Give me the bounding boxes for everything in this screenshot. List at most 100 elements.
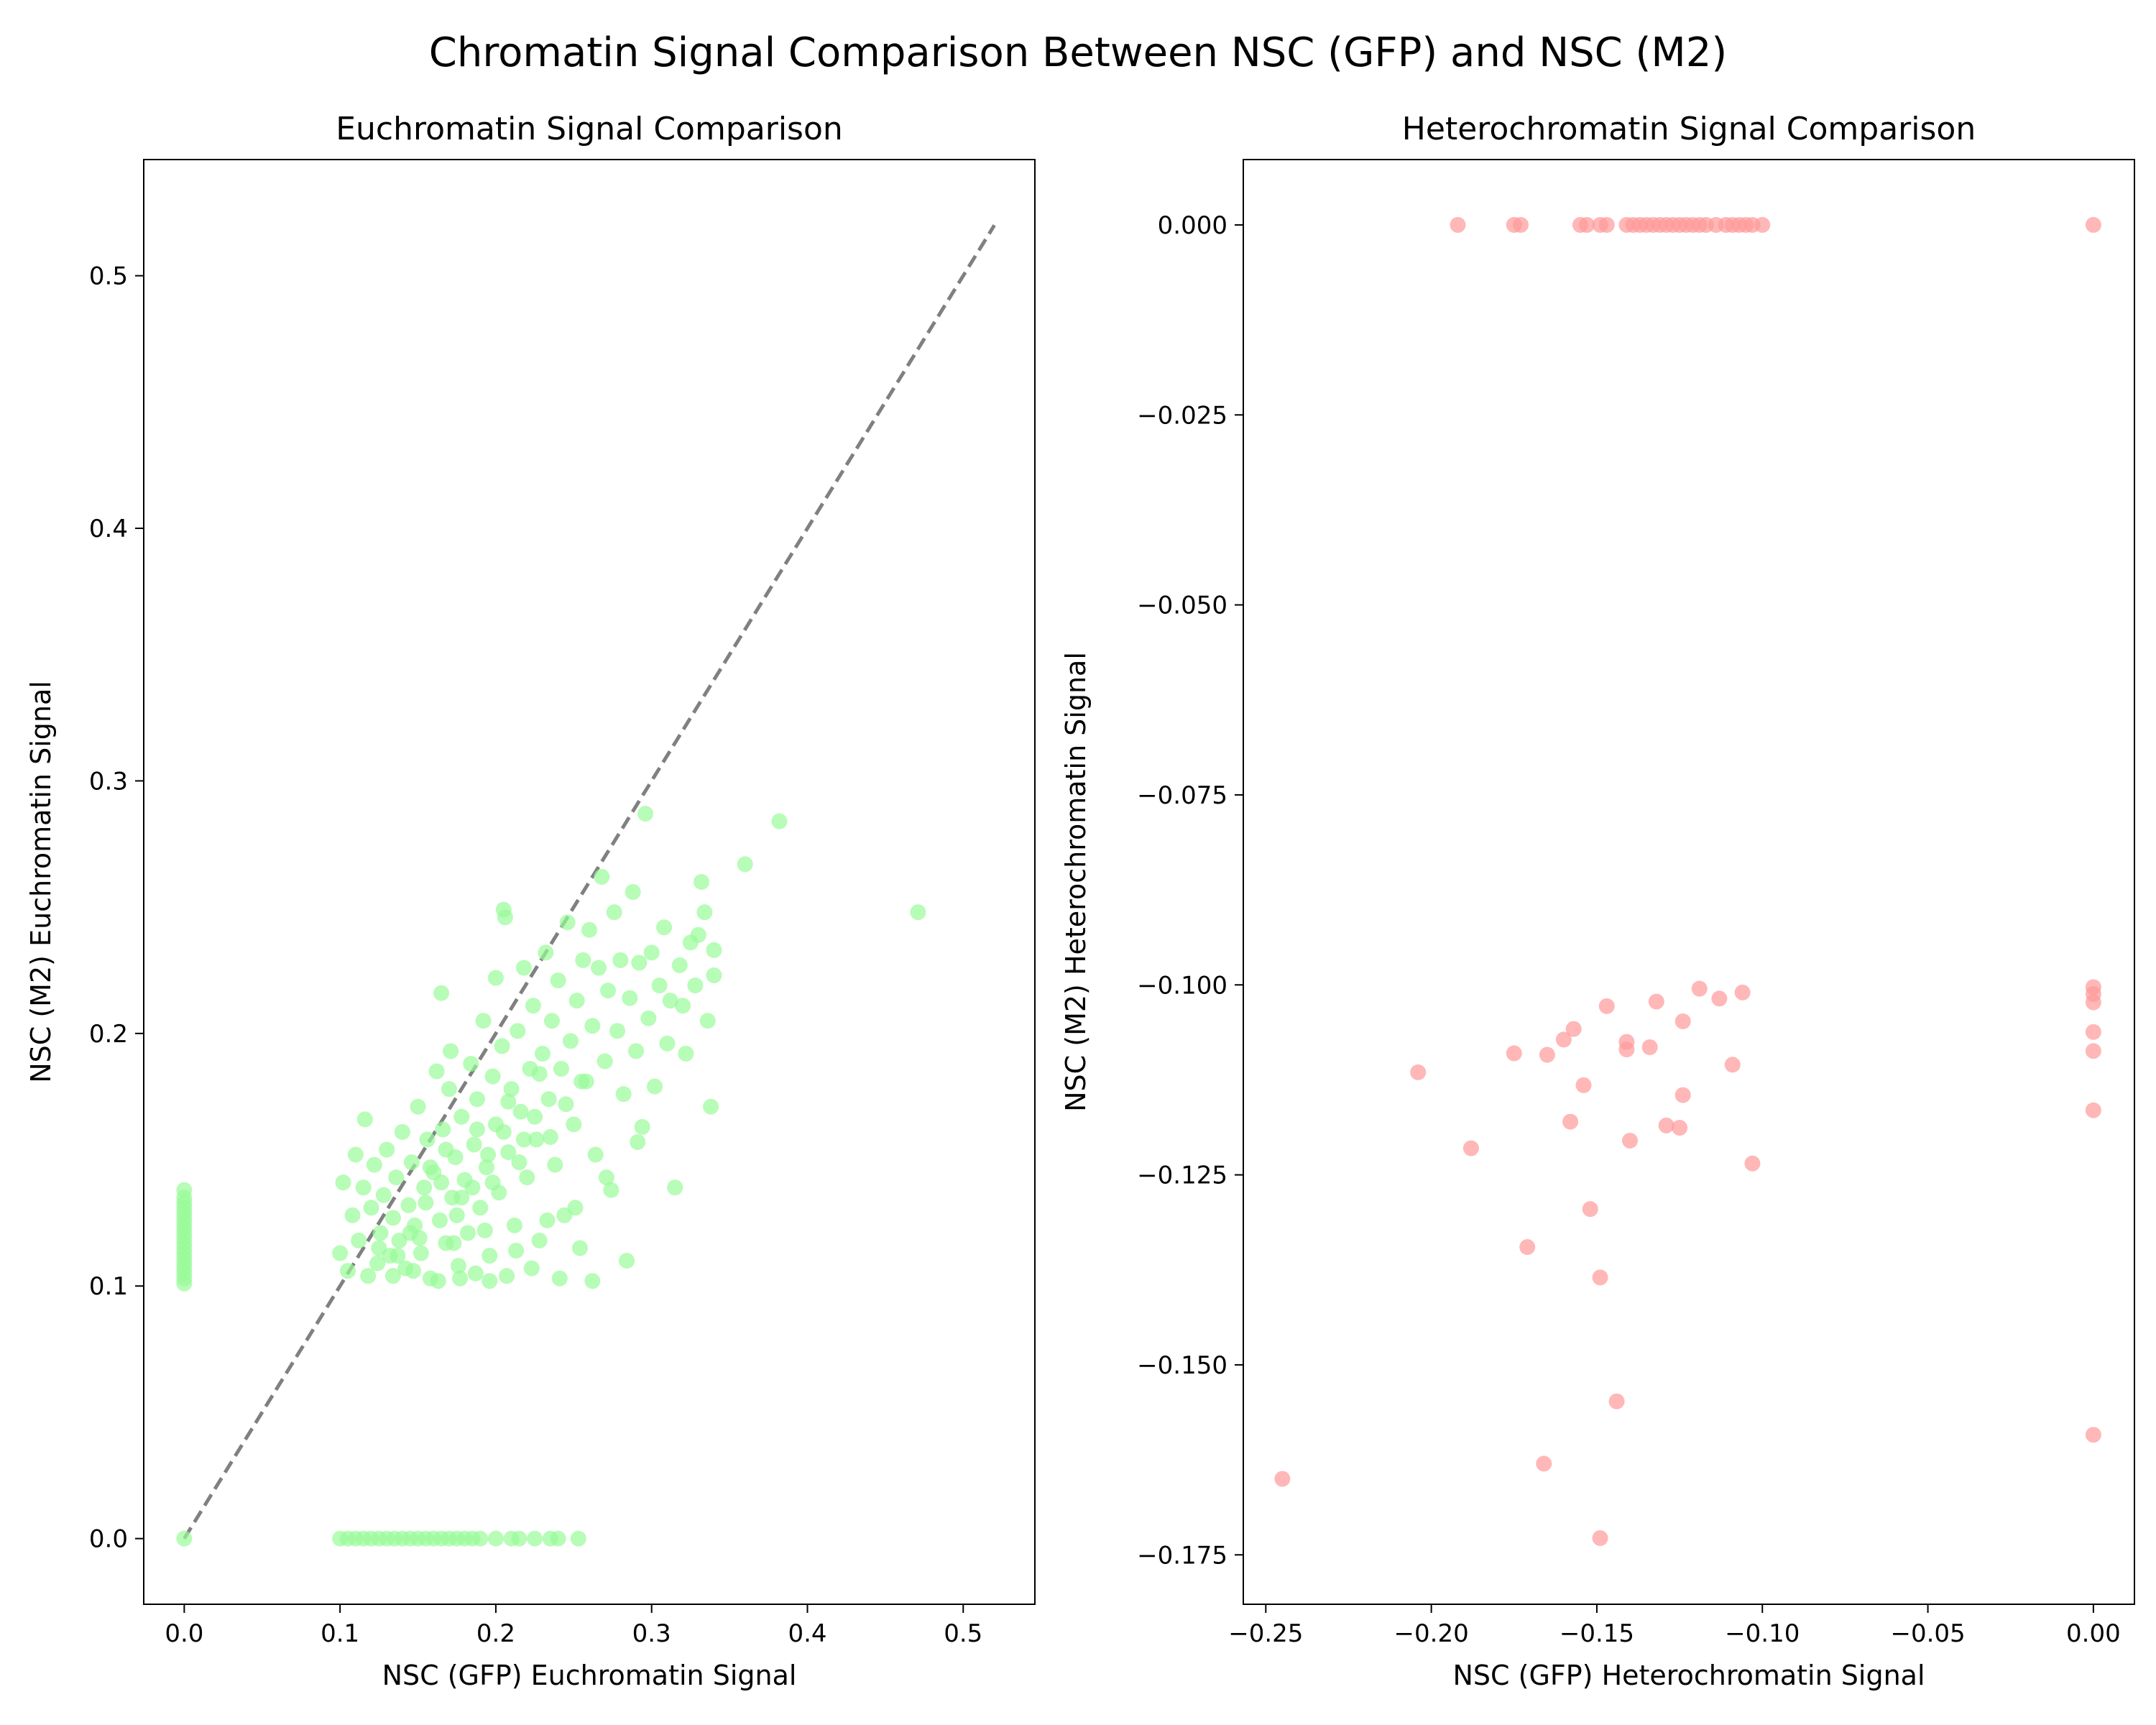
euchromatin-data-point xyxy=(550,972,566,989)
euchromatin-data-point xyxy=(431,1212,448,1228)
heterochromatin-data-point xyxy=(1754,216,1771,233)
euchromatin-data-point xyxy=(351,1232,367,1248)
euchromatin-data-point xyxy=(332,1245,349,1261)
euchromatin-y-axis-label: NSC (M2) Euchromatin Signal xyxy=(25,681,57,1083)
euchromatin-data-point xyxy=(422,1159,438,1176)
euchromatin-data-point xyxy=(600,983,617,999)
euchromatin-data-point xyxy=(459,1225,476,1241)
heterochromatin-x-tick-label: −0.05 xyxy=(1890,1619,1965,1648)
euchromatin-data-point xyxy=(551,1270,568,1287)
heterochromatin-data-point xyxy=(1539,1046,1555,1063)
heterochromatin-data-point xyxy=(1608,1393,1625,1409)
heterochromatin-data-point xyxy=(1592,1269,1608,1286)
euchromatin-data-point xyxy=(696,904,713,921)
euchromatin-data-point xyxy=(394,1123,410,1140)
heterochromatin-data-point xyxy=(1734,984,1751,1000)
euchromatin-data-point xyxy=(403,1154,420,1171)
figure-suptitle: Chromatin Signal Comparison Between NSC … xyxy=(429,29,1727,76)
euchromatin-data-point xyxy=(511,1530,528,1547)
euchromatin-data-point xyxy=(706,967,722,984)
euchromatin-data-point xyxy=(472,1530,489,1547)
heterochromatin-data-point xyxy=(2085,1102,2101,1118)
euchromatin-data-point xyxy=(571,1240,588,1256)
euchromatin-data-point xyxy=(355,1179,372,1196)
euchromatin-data-point xyxy=(910,904,926,921)
euchromatin-data-point xyxy=(656,919,673,936)
euchromatin-data-point xyxy=(630,1133,646,1150)
heterochromatin-y-tick-label: −0.175 xyxy=(1137,1541,1227,1570)
euchromatin-reference-line xyxy=(183,224,996,1540)
euchromatin-data-point xyxy=(467,1265,484,1282)
euchromatin-data-point xyxy=(464,1179,481,1196)
euchromatin-data-point xyxy=(603,1182,619,1198)
euchromatin-data-point xyxy=(482,1248,498,1264)
euchromatin-data-point xyxy=(499,1268,515,1284)
euchromatin-data-point xyxy=(484,1068,501,1085)
euchromatin-data-point xyxy=(671,957,688,973)
euchromatin-data-point xyxy=(390,1248,406,1264)
euchromatin-data-point xyxy=(566,1116,582,1133)
euchromatin-data-point xyxy=(687,978,704,994)
euchromatin-data-point xyxy=(619,1253,635,1269)
heterochromatin-data-point xyxy=(1674,1087,1691,1103)
heterochromatin-data-point xyxy=(1536,1455,1552,1472)
euchromatin-data-point xyxy=(335,1174,351,1191)
euchromatin-data-point xyxy=(609,1023,626,1039)
euchromatin-data-point xyxy=(366,1156,382,1173)
euchromatin-data-point xyxy=(512,1103,529,1120)
euchromatin-points xyxy=(176,806,926,1547)
euchromatin-y-tick-label: 0.4 xyxy=(89,515,128,543)
euchromatin-data-point xyxy=(487,970,504,986)
heterochromatin-data-point xyxy=(2085,994,2101,1011)
euchromatin-data-point xyxy=(575,952,591,968)
euchromatin-data-point xyxy=(500,1144,517,1160)
euchromatin-data-point xyxy=(510,1023,526,1039)
euchromatin-data-point xyxy=(511,1154,528,1171)
euchromatin-panel: 0.0 0.1 0.2 0.3 0.4 0.5 0.0 0.1 0.2 0.3 0.4 0.5 Euch… xyxy=(25,111,1036,1691)
heterochromatin-data-point xyxy=(1565,1021,1582,1037)
euchromatin-data-point xyxy=(527,1530,543,1547)
euchromatin-data-point xyxy=(405,1263,422,1279)
heterochromatin-points xyxy=(1274,216,2101,1547)
euchromatin-data-point xyxy=(558,1096,574,1113)
euchromatin-data-point xyxy=(567,1200,584,1216)
euchromatin-data-point xyxy=(587,1146,604,1163)
euchromatin-data-point xyxy=(573,1073,590,1090)
heterochromatin-data-point xyxy=(1744,1155,1761,1172)
euchromatin-data-point xyxy=(469,1091,485,1108)
euchromatin-data-point xyxy=(476,1222,493,1238)
euchromatin-data-point xyxy=(494,1038,510,1054)
heterochromatin-y-tick-label: −0.100 xyxy=(1137,971,1227,1000)
euchromatin-data-point xyxy=(484,1174,501,1191)
euchromatin-data-point xyxy=(428,1063,445,1080)
euchromatin-data-point xyxy=(497,909,513,926)
euchromatin-data-point xyxy=(523,1260,540,1276)
heterochromatin-data-point xyxy=(1618,1041,1635,1058)
euchromatin-data-point xyxy=(570,1530,586,1547)
euchromatin-data-point xyxy=(612,952,629,968)
euchromatin-data-point xyxy=(606,904,622,921)
euchromatin-y-tick-label: 0.3 xyxy=(89,767,128,796)
euchromatin-data-point xyxy=(651,978,668,994)
euchromatin-data-point xyxy=(482,1273,498,1289)
euchromatin-data-point xyxy=(371,1240,387,1256)
euchromatin-data-point xyxy=(448,1207,465,1223)
euchromatin-data-point xyxy=(637,806,654,822)
euchromatin-data-point xyxy=(690,926,706,943)
euchromatin-y-tick-label: 0.1 xyxy=(89,1272,128,1301)
heterochromatin-data-point xyxy=(1598,998,1615,1014)
euchromatin-data-point xyxy=(540,1091,557,1108)
heterochromatin-axes-frame xyxy=(1243,159,2135,1605)
euchromatin-data-point xyxy=(584,1018,601,1034)
heterochromatin-data-point xyxy=(1450,216,1466,233)
euchromatin-data-point xyxy=(418,1195,434,1211)
euchromatin-data-point xyxy=(622,990,638,1006)
euchromatin-data-point xyxy=(416,1179,433,1196)
euchromatin-data-point xyxy=(506,1217,522,1233)
euchromatin-data-point xyxy=(379,1141,395,1158)
euchromatin-data-point xyxy=(450,1258,466,1274)
euchromatin-data-point xyxy=(339,1263,356,1279)
euchromatin-data-point xyxy=(372,1225,389,1241)
euchromatin-data-point xyxy=(628,1043,645,1059)
